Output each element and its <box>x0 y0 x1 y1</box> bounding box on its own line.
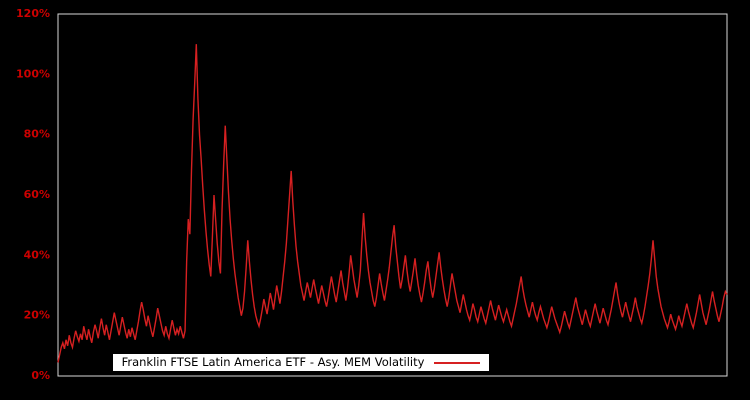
y-axis-tick-labels: 0% 20% 40% 60% 80% 100% 120% <box>16 7 50 382</box>
volatility-line <box>57 44 728 363</box>
plot-frame <box>57 13 728 377</box>
legend-line-swatch <box>434 361 481 364</box>
chart-legend: Franklin FTSE Latin America ETF - Asy. M… <box>112 353 490 372</box>
y-axis-tick-label: 80% <box>24 128 50 141</box>
y-axis-tick-label: 40% <box>24 248 50 261</box>
axis-frame-rect <box>57 13 728 377</box>
series-group <box>57 44 728 363</box>
y-axis-tick-label: 100% <box>16 67 50 80</box>
y-axis-tick-label: 120% <box>16 7 50 20</box>
y-axis-tick-label: 0% <box>31 369 50 382</box>
y-axis-tick-label: 20% <box>24 309 50 322</box>
legend-series-label: Franklin FTSE Latin America ETF - Asy. M… <box>121 354 425 369</box>
y-axis-tick-label: 60% <box>24 188 50 201</box>
